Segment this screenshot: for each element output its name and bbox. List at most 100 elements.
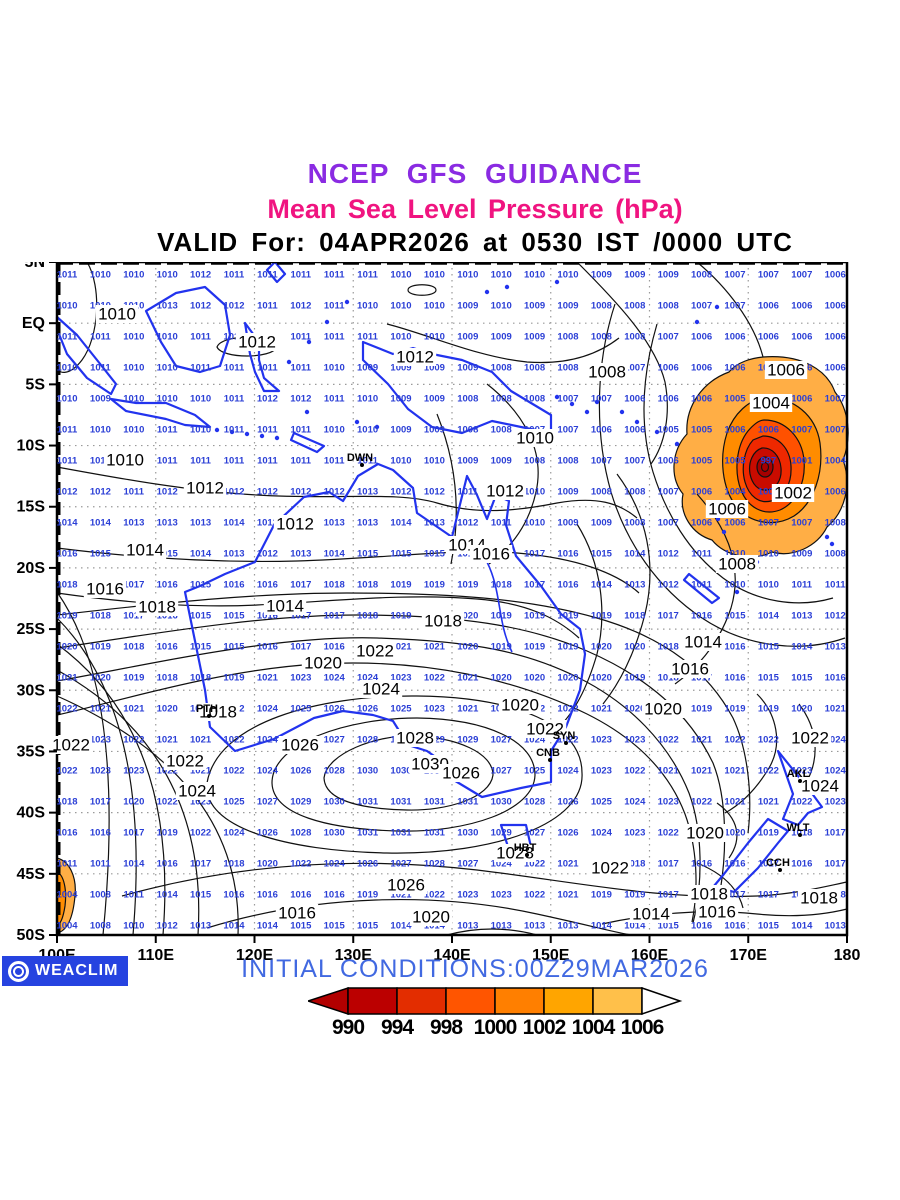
pressure-value: 1013: [825, 642, 846, 653]
pressure-value: 1026: [557, 828, 578, 839]
low-pressure-shading: [56, 356, 849, 934]
pressure-value: 1019: [691, 704, 712, 715]
pressure-value: 1010: [157, 332, 178, 343]
coast-sumatra: [55, 315, 118, 396]
pressure-value: 1019: [591, 890, 612, 901]
pressure-value: 1022: [56, 766, 77, 777]
city-label: PTH: [196, 703, 218, 715]
pressure-value: 1026: [557, 797, 578, 808]
pressure-value: 1011: [357, 456, 378, 467]
pressure-value: 1015: [724, 611, 746, 622]
pressure-value: 1029: [457, 735, 478, 746]
pressure-value: 1011: [290, 332, 311, 343]
pressure-value: 1016: [724, 859, 745, 870]
contour-label: 1008: [588, 363, 626, 382]
pressure-value: 1020: [591, 642, 612, 653]
pressure-value: 1027: [390, 859, 411, 870]
pressure-value: 1022: [557, 704, 578, 715]
pressure-value: 1025: [390, 704, 412, 715]
pressure-value: 1011: [825, 580, 846, 591]
pressure-value: 1031: [457, 797, 479, 808]
pressure-value: 1027: [491, 735, 512, 746]
pressure-value: 1012: [290, 487, 311, 498]
pressure-value: 1017: [324, 611, 345, 622]
pressure-value: 1019: [491, 611, 512, 622]
pressure-value: 1021: [825, 704, 847, 715]
weaclim-logo-icon: [8, 960, 29, 982]
island-dot: [374, 424, 380, 430]
pressure-value: 1017: [123, 580, 144, 591]
coast-philippines-tip: [265, 260, 287, 284]
pressure-value: 1021: [457, 704, 479, 715]
island-dot: [244, 431, 250, 437]
island-dot: [634, 419, 640, 425]
pressure-value: 1007: [758, 518, 779, 529]
pressure-value: 1008: [491, 394, 512, 405]
pressure-value: 1009: [424, 363, 445, 374]
coast-timor: [289, 431, 326, 454]
pressure-value: 1009: [524, 301, 545, 312]
pressure-value: 1008: [825, 549, 846, 560]
pressure-value: 1008: [624, 301, 645, 312]
pressure-value: 1010: [90, 425, 111, 436]
pressure-value: 1013: [357, 518, 378, 529]
cyclone-core: [756, 456, 774, 478]
pressure-value: 1021: [658, 766, 680, 777]
pressure-value: 1007: [791, 518, 812, 529]
pressure-value: 1011: [290, 270, 311, 281]
pressure-value: 1011: [90, 332, 111, 343]
pressure-value: 1013: [290, 549, 311, 560]
coast-java: [109, 397, 212, 429]
pressure-value: 1022: [724, 735, 745, 746]
pressure-value: 1017: [758, 859, 779, 870]
pressure-value: 1021: [691, 735, 713, 746]
pressure-value: 1016: [56, 828, 77, 839]
coast-new-guinea: [361, 340, 553, 435]
pressure-value: 1009: [390, 363, 411, 374]
colorbar: [308, 986, 683, 1016]
colorbar-segment: [592, 987, 643, 1015]
pressure-value: 1017: [524, 549, 545, 560]
pressure-value: 1009: [591, 518, 612, 529]
pressure-value: 1031: [357, 797, 379, 808]
contour-label-bg: [175, 782, 219, 800]
lon-axis-label: 110E: [138, 947, 175, 964]
pressure-value: 1015: [658, 921, 680, 932]
pressure-value: 1020: [524, 673, 545, 684]
pressure-value: 1024: [825, 766, 847, 777]
pressure-value: 1007: [658, 487, 679, 498]
pressure-value: 1012: [290, 394, 311, 405]
pressure-value: 1014: [56, 518, 78, 529]
contour-label: 1022: [52, 736, 90, 755]
pressure-value: 1009: [424, 394, 445, 405]
pressure-value: 1011: [224, 456, 245, 467]
pressure-value: 1020: [791, 704, 812, 715]
contour-label: 1022: [591, 859, 629, 878]
pressure-value: 1019: [357, 890, 378, 901]
pressure-value: 1006: [825, 301, 846, 312]
pressure-value: 1013: [791, 611, 812, 622]
pressure-value: 1007: [557, 425, 578, 436]
island-dot: [824, 534, 830, 540]
pressure-value: 1010: [324, 363, 345, 374]
pressure-value: 1014: [591, 921, 613, 932]
pressure-value: 1016: [257, 580, 278, 591]
contour-label-bg: [103, 451, 147, 469]
pressure-value: 1013: [524, 921, 545, 932]
pressure-value: 1010: [424, 301, 445, 312]
pressure-value: 1023: [591, 735, 612, 746]
pressure-value: 1015: [157, 549, 179, 560]
city-label: CCH: [766, 857, 790, 869]
pressure-value: 1028: [524, 797, 545, 808]
city-marker: [525, 853, 529, 857]
contour-label-bg: [668, 660, 712, 678]
contour-label: 1014: [266, 597, 304, 616]
pressure-value: 1010: [56, 301, 77, 312]
contour-label: 1016: [278, 904, 316, 923]
pressure-value: 1015: [90, 549, 112, 560]
pressure-value: 1010: [56, 363, 77, 374]
pressure-value: 1031: [390, 797, 412, 808]
pressure-value: 1021: [724, 797, 746, 808]
pressure-value: 1014: [390, 518, 412, 529]
pressure-value: 1009: [90, 394, 111, 405]
